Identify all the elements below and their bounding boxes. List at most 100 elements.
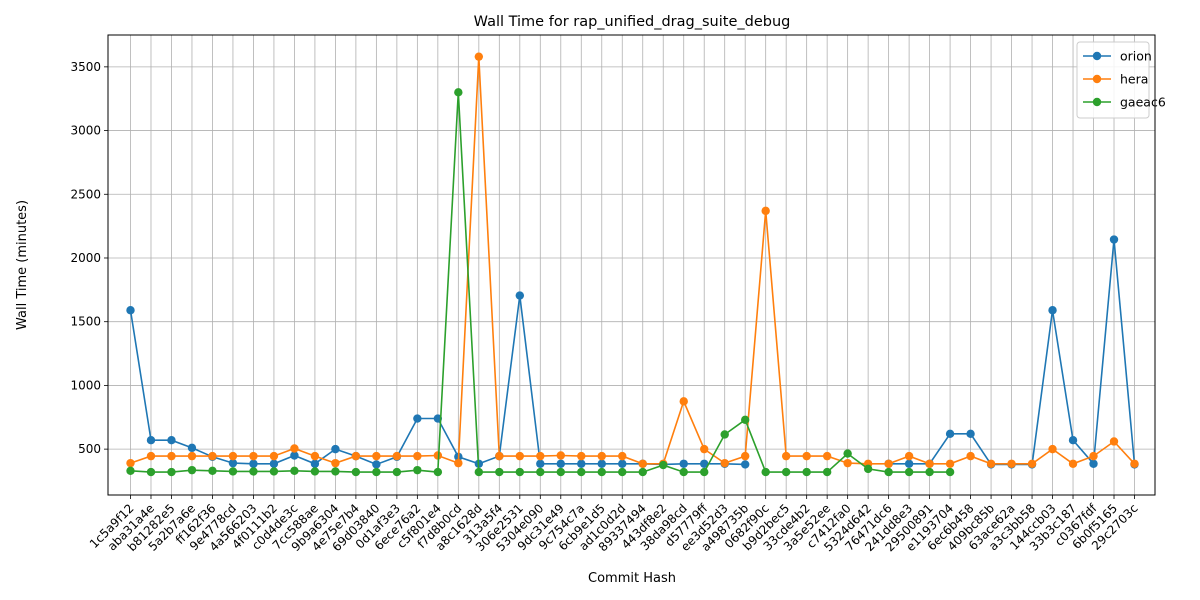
data-point-orion <box>966 429 975 439</box>
data-point-orion <box>536 459 545 468</box>
data-point-gaeac6 <box>679 467 688 477</box>
data-point-gaeac6 <box>740 415 750 425</box>
data-point-hera <box>433 451 443 460</box>
data-point-orion <box>904 459 914 468</box>
legend-swatch-marker <box>1092 51 1102 61</box>
data-point-gaeac6 <box>413 465 422 475</box>
data-point-hera <box>618 451 627 461</box>
data-point-gaeac6 <box>863 464 873 474</box>
data-point-hera <box>720 458 729 468</box>
data-point-gaeac6 <box>269 467 279 476</box>
data-point-gaeac6 <box>228 467 238 476</box>
legend-swatch-marker <box>1092 97 1102 107</box>
data-point-gaeac6 <box>720 430 729 439</box>
plot-frame <box>107 34 1156 496</box>
data-point-orion <box>945 429 955 439</box>
data-point-orion <box>290 451 299 460</box>
data-point-gaeac6 <box>884 467 893 477</box>
data-point-hera <box>187 451 197 461</box>
data-point-hera <box>638 459 647 468</box>
data-point-gaeac6 <box>126 466 135 475</box>
data-point-hera <box>700 444 709 454</box>
data-point-hera <box>126 458 135 468</box>
data-point-orion <box>310 459 320 468</box>
data-point-hera <box>208 451 217 461</box>
data-point-gaeac6 <box>945 467 955 477</box>
data-point-gaeac6 <box>700 467 709 477</box>
data-point-gaeac6 <box>454 88 463 97</box>
data-point-orion <box>618 459 627 468</box>
data-point-hera <box>781 451 791 461</box>
data-point-orion <box>1068 436 1078 445</box>
data-point-gaeac6 <box>577 467 586 477</box>
data-point-gaeac6 <box>474 467 484 477</box>
data-point-gaeac6 <box>351 467 361 477</box>
data-point-hera <box>1089 451 1098 461</box>
data-point-hera <box>1130 459 1139 468</box>
data-point-hera <box>597 451 606 461</box>
data-point-gaeac6 <box>331 467 340 476</box>
data-point-hera <box>1068 459 1078 468</box>
y-tick-label: 1000 <box>70 378 101 392</box>
data-point-hera <box>843 458 852 468</box>
chart-title: Wall Time for rap_unified_drag_suite_deb… <box>474 14 791 30</box>
data-point-hera <box>884 459 893 468</box>
data-point-gaeac6 <box>372 467 381 477</box>
data-point-orion <box>515 291 525 300</box>
data-point-orion <box>1048 306 1057 315</box>
data-point-gaeac6 <box>495 467 504 477</box>
data-point-orion <box>126 306 135 315</box>
data-point-orion <box>187 443 197 453</box>
series-gaeac6 <box>126 88 955 477</box>
data-point-hera <box>290 444 299 453</box>
data-point-gaeac6 <box>618 467 627 477</box>
data-point-hera <box>1027 459 1037 468</box>
data-point-hera <box>454 458 463 468</box>
data-point-gaeac6 <box>597 467 606 477</box>
data-point-hera <box>351 451 361 461</box>
data-point-hera <box>966 451 975 461</box>
data-point-gaeac6 <box>146 467 156 477</box>
data-point-gaeac6 <box>249 467 258 476</box>
data-point-gaeac6 <box>761 467 770 477</box>
data-point-hera <box>1048 444 1057 454</box>
legend-entry-orion: orion <box>1120 49 1152 64</box>
data-point-hera <box>945 459 955 468</box>
data-point-hera <box>986 459 996 468</box>
y-tick-label: 2500 <box>70 187 101 201</box>
y-tick-label: 2000 <box>70 251 101 265</box>
y-tick-label: 1500 <box>70 315 101 329</box>
data-point-hera <box>925 459 934 468</box>
data-point-gaeac6 <box>208 466 217 475</box>
data-point-hera <box>413 451 422 461</box>
data-point-hera <box>740 451 750 461</box>
data-point-gaeac6 <box>515 467 525 477</box>
data-point-orion <box>228 458 238 468</box>
data-point-hera <box>249 451 258 461</box>
data-point-hera <box>310 451 320 461</box>
y-tick-label: 500 <box>78 442 101 456</box>
series-layer <box>126 52 1139 477</box>
data-point-orion <box>413 414 422 423</box>
grid-lines <box>108 35 1155 495</box>
data-point-orion <box>1089 459 1098 468</box>
data-point-hera <box>146 451 156 461</box>
data-point-gaeac6 <box>290 466 299 475</box>
data-point-orion <box>269 459 279 468</box>
data-point-orion <box>740 460 750 469</box>
data-point-gaeac6 <box>392 467 402 477</box>
legend-swatch-marker <box>1092 74 1102 84</box>
data-point-gaeac6 <box>925 467 934 477</box>
data-point-hera <box>372 451 381 461</box>
data-point-hera <box>228 451 238 461</box>
data-point-orion <box>331 444 340 454</box>
data-point-gaeac6 <box>433 467 443 477</box>
data-point-hera <box>515 451 525 461</box>
data-point-gaeac6 <box>843 449 852 458</box>
data-point-hera <box>1007 459 1016 468</box>
data-point-hera <box>802 451 811 461</box>
data-point-hera <box>495 451 504 461</box>
data-point-hera <box>822 451 832 461</box>
y-tick-label: 3500 <box>70 60 101 74</box>
